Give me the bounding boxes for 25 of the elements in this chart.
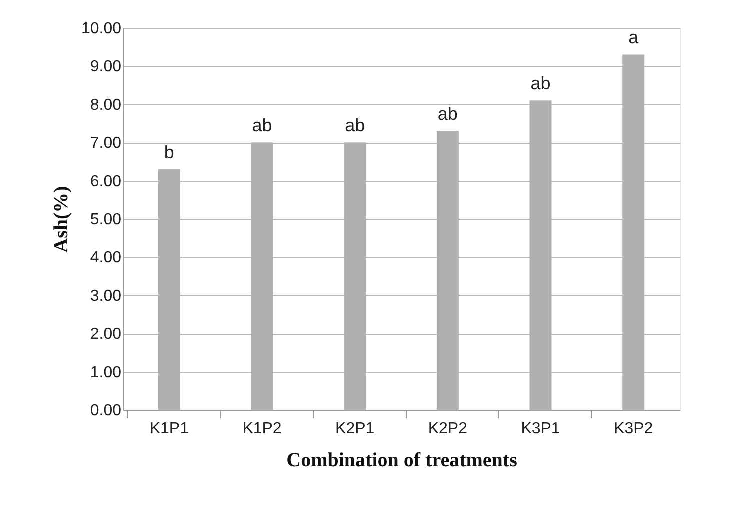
y-tick-label: 2.00 <box>90 326 122 344</box>
y-tick-label: 1.00 <box>90 364 122 382</box>
annotation: a <box>628 28 640 48</box>
annotation: ab <box>345 116 366 136</box>
y-tick-label: 6.00 <box>90 173 122 190</box>
x-tick-label: K3P2 <box>614 420 654 438</box>
y-tick-label: 10.00 <box>81 20 122 38</box>
x-tick-label: K2P2 <box>428 420 468 438</box>
y-tick-label: 5.00 <box>90 212 122 228</box>
y-tick-label: 9.00 <box>90 58 122 76</box>
annotation: ab <box>438 104 458 124</box>
x-tick-label: K3P1 <box>521 420 560 438</box>
annotation: ab <box>252 116 272 136</box>
y-tick-label: 0.00 <box>90 402 122 420</box>
x-axis-title: Combination of treatments <box>286 450 518 472</box>
annotation: ab <box>530 74 551 94</box>
x-tick-label: K1P1 <box>150 420 190 438</box>
y-tick-label: 7.00 <box>90 135 122 152</box>
y-axis-title: Ash(%) <box>50 186 72 253</box>
x-tick-label: K2P1 <box>336 420 375 438</box>
y-tick-label: 3.00 <box>90 288 122 305</box>
y-tick-label: 4.00 <box>90 250 122 267</box>
annotation: b <box>164 142 174 162</box>
y-tick-label: 8.00 <box>90 96 122 114</box>
x-tick-label: K1P2 <box>242 420 282 438</box>
